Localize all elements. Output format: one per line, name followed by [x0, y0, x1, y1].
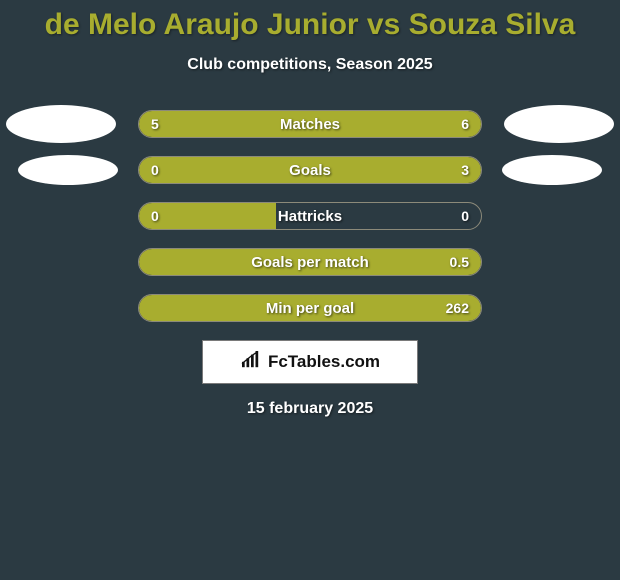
stat-row: 00Hattricks	[0, 202, 620, 230]
stat-value-right: 0	[461, 203, 469, 229]
bar-fill-left	[139, 295, 225, 321]
stat-row: 262Min per goal	[0, 294, 620, 322]
bar-fill-right	[201, 157, 481, 183]
player-avatar-right	[504, 105, 614, 143]
bar-track: 00Hattricks	[138, 202, 482, 230]
bar-fill-left	[139, 203, 276, 229]
brand-box[interactable]: FcTables.com	[202, 340, 418, 384]
page-title: de Melo Araujo Junior vs Souza Silva	[0, 0, 620, 42]
subtitle: Club competitions, Season 2025	[0, 56, 620, 74]
date-label: 15 february 2025	[0, 400, 620, 418]
bar-fill-right	[225, 295, 482, 321]
bar-chart-icon	[240, 351, 262, 374]
bar-fill-left	[139, 157, 201, 183]
player-avatar-right	[502, 155, 602, 185]
stat-row: 03Goals	[0, 156, 620, 184]
bar-track: 03Goals	[138, 156, 482, 184]
bar-track: 262Min per goal	[138, 294, 482, 322]
stats-area: 56Matches 03Goals 00Hattricks 0.5Goals per …	[0, 110, 620, 322]
bar-track: 56Matches	[138, 110, 482, 138]
bar-fill-right	[259, 249, 481, 275]
stat-row: 56Matches	[0, 110, 620, 138]
bar-fill-right	[293, 111, 481, 137]
bar-track: 0.5Goals per match	[138, 248, 482, 276]
player-avatar-left	[18, 155, 118, 185]
brand-text: FcTables.com	[268, 352, 380, 372]
bar-fill-left	[139, 249, 259, 275]
bar-fill-left	[139, 111, 293, 137]
player-avatar-left	[6, 105, 116, 143]
stat-row: 0.5Goals per match	[0, 248, 620, 276]
